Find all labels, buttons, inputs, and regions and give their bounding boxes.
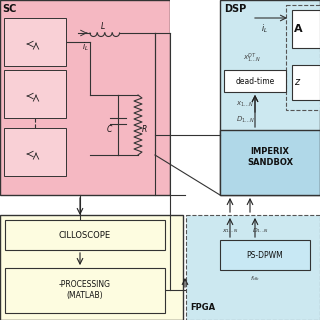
Text: -PROCESSING
(MATLAB): -PROCESSING (MATLAB) <box>59 280 111 300</box>
Text: $i_L$: $i_L$ <box>82 40 89 52</box>
Bar <box>224 70 286 92</box>
Text: $x_{1\ldots N}$: $x_{1\ldots N}$ <box>236 100 254 109</box>
Text: CILLOSCOPE: CILLOSCOPE <box>59 230 111 239</box>
Text: $f_{clk}$: $f_{clk}$ <box>250 274 260 283</box>
Bar <box>220 0 320 195</box>
Text: $x^{DT}_{1\ldots N}$: $x^{DT}_{1\ldots N}$ <box>243 52 261 65</box>
Bar <box>292 10 320 48</box>
Text: $L$: $L$ <box>100 20 106 31</box>
Text: DSP: DSP <box>224 4 246 14</box>
Bar <box>5 268 165 313</box>
Bar <box>0 215 183 320</box>
Text: SC: SC <box>2 4 16 14</box>
Text: $D_{1\ldots N}$: $D_{1\ldots N}$ <box>236 115 255 125</box>
Text: FPGA: FPGA <box>190 303 215 312</box>
Text: IMPERIX
SANDBOX: IMPERIX SANDBOX <box>247 147 293 167</box>
Text: $z$: $z$ <box>294 77 301 87</box>
Bar <box>4 70 66 118</box>
Bar <box>292 65 320 100</box>
Bar <box>186 215 320 320</box>
Text: $x_{1\ldots N}$: $x_{1\ldots N}$ <box>222 227 238 235</box>
Text: A: A <box>294 24 303 34</box>
Bar <box>220 240 310 270</box>
Text: PS-DPWM: PS-DPWM <box>247 251 284 260</box>
Bar <box>170 0 220 195</box>
Text: $R$: $R$ <box>141 123 148 133</box>
Bar <box>5 220 165 250</box>
Bar <box>4 18 66 66</box>
Bar <box>4 128 66 176</box>
Bar <box>286 5 320 110</box>
Bar <box>220 130 320 195</box>
Text: $C$: $C$ <box>106 123 113 133</box>
Bar <box>0 0 170 195</box>
Text: $D_{1\ldots N}$: $D_{1\ldots N}$ <box>252 226 269 235</box>
Text: $i_L$: $i_L$ <box>260 22 268 35</box>
Text: dead-time: dead-time <box>236 76 275 85</box>
